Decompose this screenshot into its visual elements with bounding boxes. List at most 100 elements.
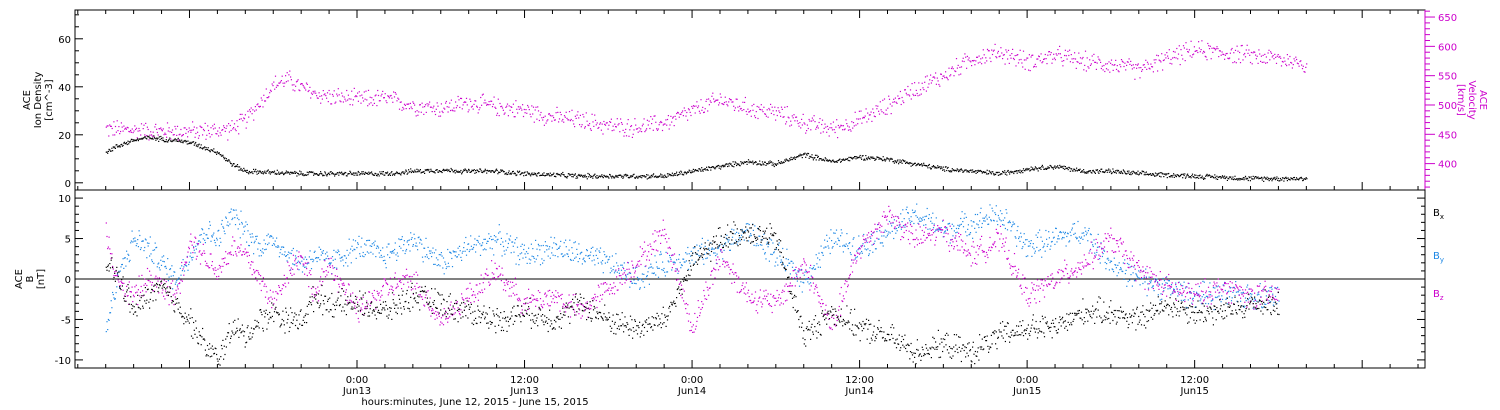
density-series-point	[728, 165, 730, 167]
by-series-point	[898, 226, 900, 228]
velocity-series-point	[1249, 61, 1252, 64]
by-series-point	[414, 245, 417, 247]
velocity-series-point	[119, 133, 121, 135]
velocity-series-point	[1224, 58, 1226, 60]
bz-series-point	[116, 275, 118, 277]
by-series-point	[384, 262, 387, 265]
by-series-point	[572, 259, 574, 261]
density-series-point	[967, 170, 969, 172]
density-series-point	[847, 158, 849, 160]
density-series-point	[1093, 171, 1095, 173]
velocity-series-point	[991, 53, 994, 56]
density-series-point	[812, 157, 814, 159]
density-series-point	[578, 173, 580, 176]
velocity-series-point	[120, 122, 122, 124]
by-series-point	[347, 254, 350, 256]
velocity-series-point	[1046, 63, 1048, 65]
density-series-point	[1002, 170, 1004, 173]
density-series-point	[545, 174, 547, 176]
velocity-series-point	[213, 123, 215, 125]
density-series-point	[1232, 176, 1234, 178]
by-series-point	[1170, 294, 1172, 296]
by-series-point	[327, 255, 329, 257]
density-series-point	[218, 152, 220, 155]
by-series-point	[137, 239, 139, 241]
by-series-point	[1203, 294, 1205, 296]
velocity-series-point	[1059, 53, 1061, 55]
density-series-point	[507, 172, 509, 174]
density-series-point	[269, 171, 271, 173]
by-series-point	[868, 253, 870, 255]
by-series-point	[525, 256, 527, 258]
velocity-series-point	[815, 128, 817, 130]
velocity-series-point	[495, 107, 497, 109]
field-tick-label: 10	[58, 194, 71, 205]
density-series-point	[1066, 167, 1068, 169]
by-series-point	[911, 209, 914, 211]
density-series-point	[609, 174, 611, 176]
density-series-point	[384, 174, 386, 176]
density-series-point	[594, 173, 596, 175]
by-series-point	[305, 266, 307, 268]
by-series-point	[1071, 229, 1073, 231]
density-series-point	[493, 171, 495, 173]
density-series-point	[424, 169, 426, 171]
velocity-series-point	[199, 125, 201, 127]
velocity-series-point	[207, 125, 209, 127]
density-series-point	[293, 172, 295, 174]
velocity-series-point	[243, 117, 245, 119]
density-series-point	[1283, 180, 1285, 182]
by-series-point	[1184, 287, 1187, 289]
density-series-point	[1106, 171, 1108, 173]
density-series-point	[753, 162, 755, 164]
density-series-point	[614, 176, 616, 178]
by-series-point	[146, 242, 149, 244]
velocity-series-point	[501, 107, 504, 109]
density-series-point	[982, 171, 984, 173]
density-series-point	[944, 170, 946, 172]
density-series-point	[255, 171, 257, 173]
velocity-series-point	[661, 121, 663, 124]
density-series-point	[538, 172, 540, 174]
velocity-series-point	[644, 131, 646, 133]
velocity-series-point	[367, 89, 370, 91]
velocity-series-point	[867, 112, 869, 114]
density-series-point	[863, 159, 865, 161]
density-series-point	[435, 169, 437, 171]
velocity-series-point	[752, 109, 754, 111]
density-series-point	[1108, 168, 1110, 170]
velocity-series-point	[775, 119, 777, 121]
density-series-point	[910, 165, 912, 167]
density-series-point	[1201, 175, 1203, 177]
density-series-point	[1230, 178, 1233, 180]
by-series-point	[848, 242, 850, 245]
by-series-point	[883, 235, 885, 237]
by-series-point	[239, 237, 241, 239]
by-series-point	[1115, 267, 1117, 269]
by-series-point	[1048, 237, 1050, 239]
density-series-point	[381, 171, 383, 173]
velocity-series-point	[161, 130, 163, 132]
velocity-series-point	[1001, 52, 1003, 54]
density-series-point	[945, 166, 947, 168]
velocity-series-point	[470, 106, 473, 108]
velocity-series-point	[1181, 54, 1183, 56]
by-series-point	[553, 237, 556, 239]
density-series-point	[777, 163, 779, 165]
by-series-point	[487, 240, 489, 242]
density-series-point	[647, 174, 649, 176]
velocity-series-point	[688, 109, 690, 111]
density-series-point	[1040, 168, 1042, 170]
density-series-point	[306, 174, 308, 176]
density-series-point	[567, 175, 569, 177]
density-series-point	[1089, 170, 1092, 172]
density-series-point	[1220, 177, 1222, 179]
velocity-series-point	[764, 113, 766, 115]
by-series-point	[355, 257, 357, 259]
density-series-point	[403, 172, 405, 174]
velocity-series-point	[1225, 53, 1227, 55]
velocity-series-point	[649, 127, 651, 130]
velocity-series-point	[317, 97, 319, 99]
velocity-series-point	[157, 134, 159, 136]
velocity-series-point	[189, 129, 191, 131]
